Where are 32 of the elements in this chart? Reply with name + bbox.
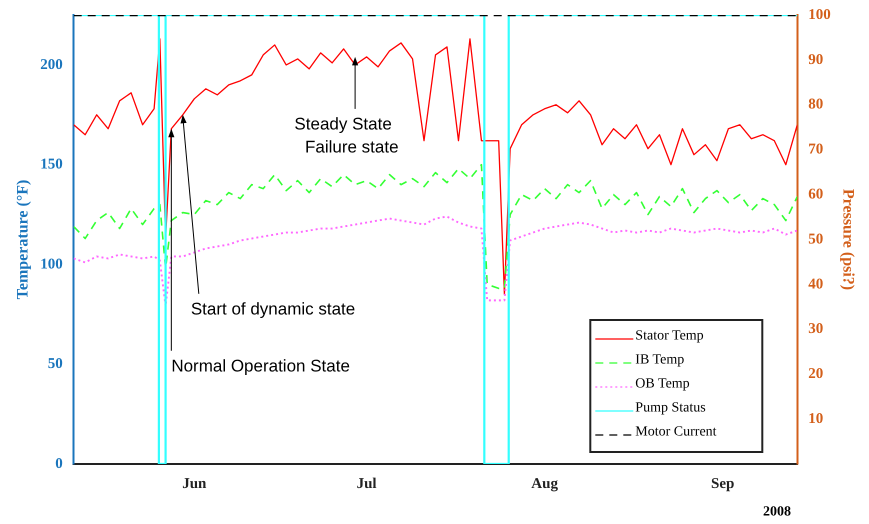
y2-tick-label: 40	[808, 276, 824, 292]
y-tick-label: 50	[48, 356, 63, 372]
line-series	[74, 164, 798, 290]
x-tick-label: Aug	[531, 476, 558, 492]
y2-axis-title: Pressure (psi?)	[839, 188, 856, 290]
text: 2008	[763, 504, 791, 520]
y2-tick-label: 100	[808, 6, 831, 23]
y2-tick-label: 30	[808, 321, 824, 338]
y-tick-label: 100	[40, 256, 63, 272]
annotation: Normal Operation State	[171, 356, 350, 376]
y2-tick-label: 10	[808, 410, 824, 427]
y2-tick-label: 70	[808, 142, 824, 158]
y-axis-title: Temperature (°F)	[14, 180, 32, 300]
y-tick-label: 150	[40, 156, 63, 173]
x-tick-label: Sep	[710, 476, 734, 492]
legend-label: Pump Status	[635, 400, 706, 416]
legend-label: Motor Current	[635, 424, 717, 440]
y2-tick-label: 50	[808, 231, 824, 248]
legend-label: OB Temp	[635, 376, 690, 392]
y2-tick-label: 80	[808, 96, 824, 113]
x-tick-label: Jul	[356, 476, 377, 492]
y-tick-label: 0	[55, 456, 63, 472]
y-tick-label: 200	[40, 56, 63, 73]
legend-label: IB Temp	[635, 352, 684, 368]
legend-label: Stator Temp	[635, 328, 704, 344]
annotation: Steady State	[294, 114, 392, 134]
annotation: Start of dynamic state	[190, 299, 356, 318]
y2-tick-label: 60	[808, 186, 824, 202]
y2-tick-label: 90	[808, 52, 824, 68]
y2-tick-label: 20	[808, 366, 824, 382]
annotation: Failure state	[305, 138, 399, 157]
x-tick-label: Jun	[182, 476, 208, 492]
